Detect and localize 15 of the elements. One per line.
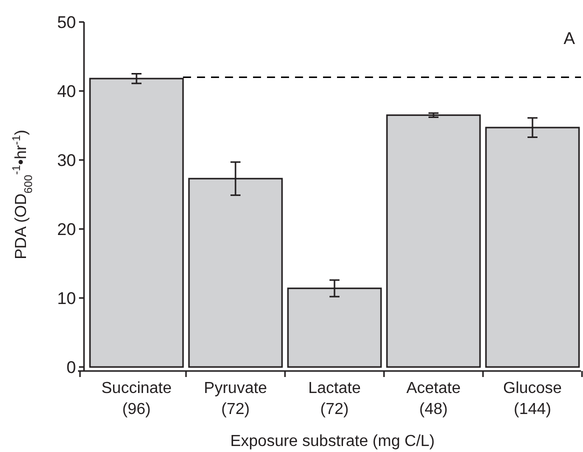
y-tick-label: 40 xyxy=(57,82,76,101)
annotation: A xyxy=(564,29,576,48)
y-tick-label: 10 xyxy=(57,288,76,308)
x-tick-label: Succinate (96) xyxy=(101,380,172,418)
y-tick-label: 50 xyxy=(57,12,76,32)
bar xyxy=(386,114,481,368)
x-axis-title: Exposure substrate (mg C/L) xyxy=(230,433,435,450)
x-tick-label: Lactate (72) xyxy=(308,380,361,418)
bar xyxy=(89,78,184,368)
y-tick-label: 0 xyxy=(66,358,76,377)
x-tick-label: Acetate (48) xyxy=(406,380,461,418)
x-tick-label: Pyruvate (72) xyxy=(204,380,268,418)
x-tick-label: Glucose (144) xyxy=(503,380,562,418)
y-tick-label: 30 xyxy=(57,150,76,170)
y-tick-label: 20 xyxy=(57,220,76,239)
